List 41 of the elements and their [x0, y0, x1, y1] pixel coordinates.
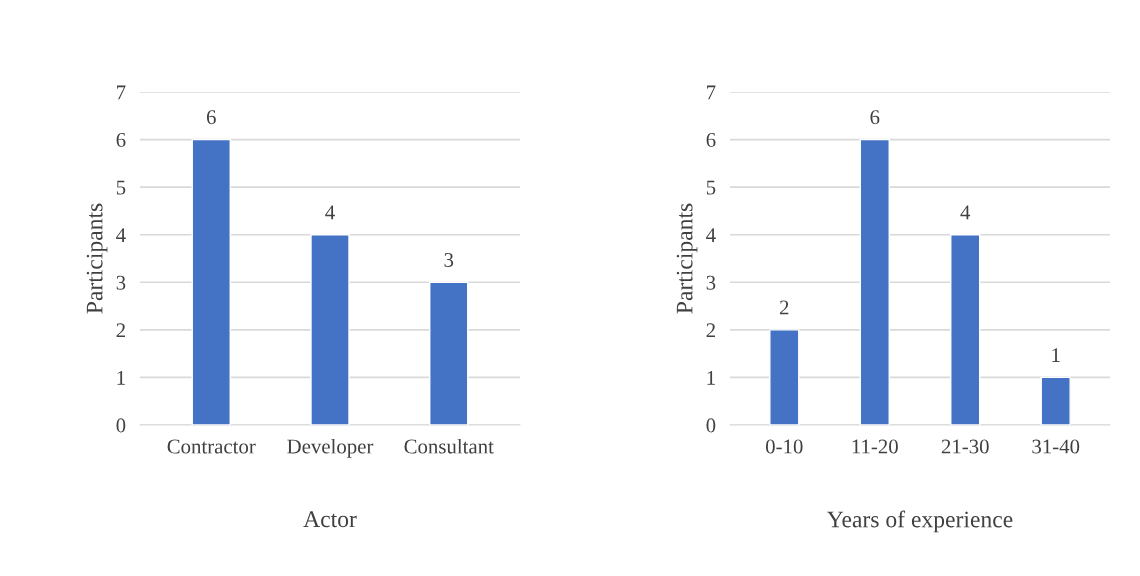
y-tick-label: 6: [116, 133, 126, 147]
data-label: 3: [444, 252, 454, 267]
data-label: 4: [960, 205, 971, 220]
y-tick-label: 4: [116, 228, 126, 242]
y-tick-label: 5: [706, 180, 716, 195]
x-tick-label: Consultant: [404, 438, 494, 454]
bar: [859, 138, 890, 425]
y-tick-label: 7: [117, 85, 126, 100]
bar: [1040, 376, 1071, 425]
x-tick-label: 11-20: [852, 439, 898, 454]
x-tick-label: Developer: [287, 438, 374, 458]
y-tick-label: 4: [706, 228, 716, 242]
data-label: 6: [870, 110, 880, 125]
y-tick-label: 5: [116, 180, 126, 195]
y-tick-label: 1: [117, 370, 125, 385]
y-axis-title: Participants: [676, 203, 698, 314]
bar: [950, 234, 981, 425]
x-tick-label: 0-10: [765, 439, 803, 454]
x-tick-label: Contractor: [167, 439, 256, 454]
y-tick-label: 2: [706, 323, 715, 338]
y-tick-label: 1: [707, 370, 715, 385]
x-axis-title: Years of experience: [827, 510, 1013, 533]
x-axis-title: Actor: [303, 511, 357, 528]
data-label: 1: [1052, 348, 1060, 362]
y-tick-label: 0: [116, 418, 126, 433]
y-tick-label: 2: [116, 323, 125, 338]
bar: [191, 138, 231, 425]
y-tick-label: 0: [706, 418, 716, 433]
x-tick-label: 21-30: [941, 439, 989, 454]
y-tick-label: 3: [706, 275, 716, 290]
data-label: 2: [779, 300, 789, 315]
y-tick-label: 3: [116, 275, 126, 290]
x-tick-label: 31-40: [1032, 439, 1080, 454]
y-tick-label: 6: [706, 133, 716, 147]
y-tick-label: 7: [707, 85, 716, 100]
bar: [310, 234, 350, 425]
bar: [769, 329, 800, 425]
data-label: 4: [325, 205, 335, 220]
bar: [429, 281, 469, 425]
y-axis-title: Participants: [86, 203, 108, 314]
data-label: 6: [206, 110, 216, 125]
